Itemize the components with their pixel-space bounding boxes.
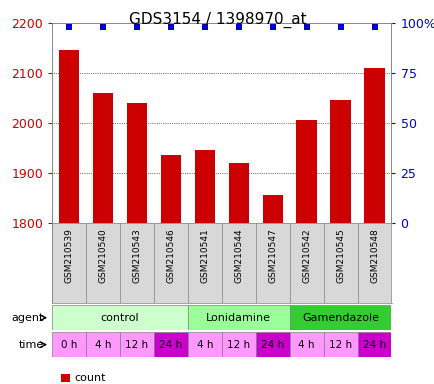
Text: 12 h: 12 h bbox=[328, 339, 352, 350]
Point bbox=[302, 24, 309, 30]
Bar bbox=[289, 332, 323, 357]
Text: GSM210540: GSM210540 bbox=[99, 228, 107, 283]
Bar bbox=[364, 68, 384, 223]
Text: 24 h: 24 h bbox=[159, 339, 182, 350]
Bar bbox=[323, 332, 357, 357]
Bar bbox=[262, 195, 282, 223]
Text: 24 h: 24 h bbox=[260, 339, 284, 350]
Bar bbox=[127, 103, 147, 223]
Bar bbox=[93, 93, 113, 223]
Bar bbox=[120, 332, 154, 357]
Bar bbox=[86, 332, 120, 357]
Bar bbox=[187, 305, 289, 330]
Text: 12 h: 12 h bbox=[227, 339, 250, 350]
Text: GSM210544: GSM210544 bbox=[234, 228, 243, 283]
Point bbox=[99, 24, 106, 30]
Bar bbox=[296, 121, 316, 223]
Bar bbox=[255, 332, 289, 357]
Bar bbox=[154, 332, 187, 357]
Point bbox=[336, 24, 343, 30]
Bar bbox=[357, 332, 391, 357]
Text: GSM210545: GSM210545 bbox=[335, 228, 344, 283]
Text: 12 h: 12 h bbox=[125, 339, 148, 350]
Point bbox=[370, 24, 377, 30]
Point bbox=[133, 24, 140, 30]
Text: GSM210541: GSM210541 bbox=[200, 228, 209, 283]
Text: GDS3154 / 1398970_at: GDS3154 / 1398970_at bbox=[128, 12, 306, 28]
Text: count: count bbox=[75, 373, 106, 383]
Point bbox=[269, 24, 276, 30]
Point bbox=[201, 24, 208, 30]
Bar bbox=[289, 305, 391, 330]
Bar bbox=[161, 156, 181, 223]
Point bbox=[66, 24, 72, 30]
Text: GSM210547: GSM210547 bbox=[268, 228, 276, 283]
Text: Gamendazole: Gamendazole bbox=[301, 313, 378, 323]
Bar bbox=[228, 163, 248, 223]
Bar bbox=[187, 332, 221, 357]
Text: control: control bbox=[101, 313, 139, 323]
Text: GSM210548: GSM210548 bbox=[369, 228, 378, 283]
Text: time: time bbox=[18, 339, 43, 350]
Bar bbox=[52, 305, 187, 330]
Text: GSM210543: GSM210543 bbox=[132, 228, 141, 283]
Bar bbox=[59, 51, 79, 223]
Text: 4 h: 4 h bbox=[196, 339, 213, 350]
Bar bbox=[330, 101, 350, 223]
Text: GSM210546: GSM210546 bbox=[166, 228, 175, 283]
Bar bbox=[221, 332, 255, 357]
Bar bbox=[194, 151, 214, 223]
Point bbox=[235, 24, 242, 30]
Point bbox=[167, 24, 174, 30]
Text: agent: agent bbox=[11, 313, 43, 323]
Text: 0 h: 0 h bbox=[61, 339, 77, 350]
Bar bbox=[52, 332, 86, 357]
Text: Lonidamine: Lonidamine bbox=[206, 313, 271, 323]
Text: 4 h: 4 h bbox=[95, 339, 111, 350]
Text: 24 h: 24 h bbox=[362, 339, 385, 350]
Text: GSM210542: GSM210542 bbox=[302, 228, 310, 283]
Text: 4 h: 4 h bbox=[298, 339, 314, 350]
Text: GSM210539: GSM210539 bbox=[65, 228, 73, 283]
